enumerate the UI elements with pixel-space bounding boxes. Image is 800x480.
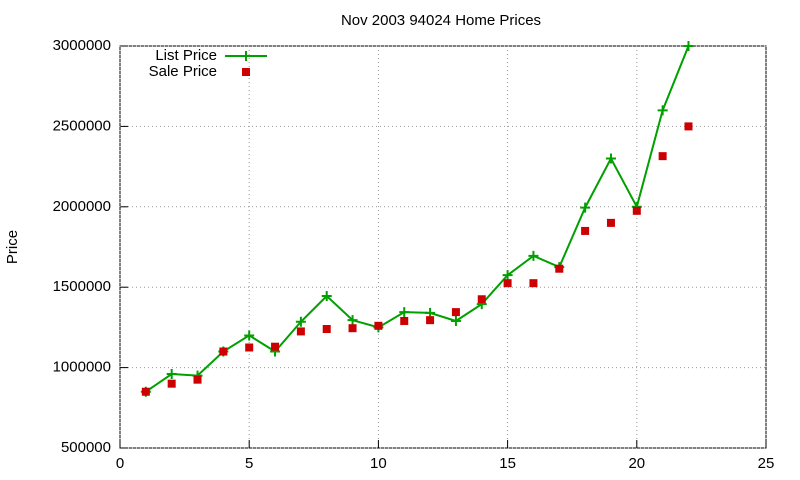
- y-tick-label: 500000: [61, 439, 111, 456]
- point-marker: [322, 325, 331, 334]
- x-tick-label: 25: [758, 455, 775, 472]
- point-marker: [245, 343, 254, 352]
- point-marker: [141, 387, 150, 396]
- line: [145, 45, 690, 393]
- x-tick-label: 15: [499, 455, 516, 472]
- point-marker: [167, 379, 176, 388]
- point-marker: [400, 316, 409, 325]
- x-tick-label: 20: [628, 455, 645, 472]
- point-marker: [477, 295, 486, 304]
- point-marker: [658, 152, 667, 161]
- x-tick-label: 10: [370, 455, 387, 472]
- point-marker: [219, 347, 228, 356]
- x-tick-label: 0: [116, 455, 124, 472]
- point-marker: [450, 315, 461, 326]
- point-marker: [193, 375, 202, 384]
- point-marker: [399, 307, 410, 318]
- point-marker: [606, 218, 615, 227]
- point-marker: [244, 330, 255, 341]
- y-axis-label: Price: [4, 230, 21, 264]
- point-marker: [502, 270, 513, 281]
- y-tick-label: 2000000: [53, 198, 111, 215]
- point-marker: [347, 315, 358, 326]
- legend-label: Sale Price: [149, 63, 217, 80]
- legend-label: List Price: [155, 47, 217, 64]
- chart-title: Nov 2003 94024 Home Prices: [341, 12, 541, 29]
- point-marker: [580, 202, 591, 213]
- point-marker: [528, 250, 539, 261]
- point-marker: [683, 41, 694, 51]
- plot-frame: [119, 45, 767, 449]
- legend-swatch: [242, 68, 250, 76]
- point-marker: [374, 321, 383, 330]
- point-marker: [271, 342, 280, 351]
- point-marker: [503, 279, 512, 288]
- point-marker: [348, 324, 357, 333]
- point-marker: [451, 308, 460, 317]
- point-marker: [426, 316, 435, 325]
- point-marker: [632, 206, 641, 215]
- point-marker: [581, 226, 590, 235]
- y-tick-label: 1000000: [53, 359, 111, 376]
- point-marker: [657, 105, 668, 116]
- point-marker: [684, 122, 693, 131]
- point-marker: [321, 291, 332, 302]
- point-marker: [166, 369, 177, 380]
- y-tick-label: 3000000: [53, 37, 111, 54]
- point-marker: [296, 327, 305, 336]
- legend-swatch: [225, 51, 267, 61]
- y-tick-label: 2500000: [53, 117, 111, 134]
- point-marker: [295, 316, 306, 327]
- point-marker: [605, 153, 616, 164]
- point-marker: [529, 279, 538, 288]
- point-marker: [555, 264, 564, 273]
- y-tick-label: 1500000: [53, 278, 111, 295]
- x-tick-label: 5: [245, 455, 253, 472]
